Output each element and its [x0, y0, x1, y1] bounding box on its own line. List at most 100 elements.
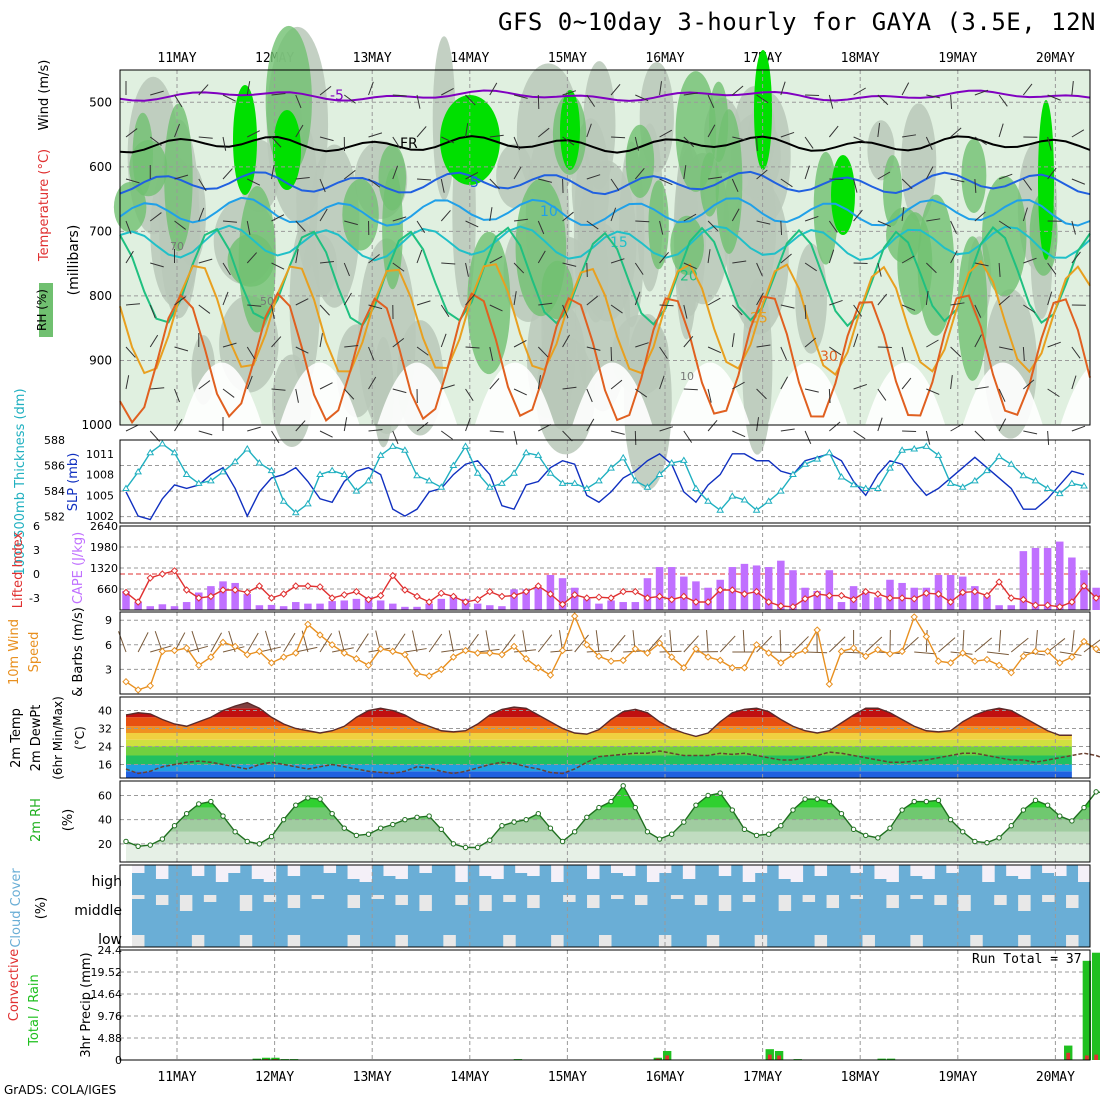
lifted-index-point: [389, 571, 397, 580]
cape-bar: [631, 602, 640, 610]
wind-speed-point: [231, 642, 239, 651]
precip-panel: [119, 949, 1091, 1061]
lifted-index-point: [413, 592, 421, 601]
rh-2m-line-point: [584, 814, 590, 820]
wind-barb: [222, 291, 229, 306]
wind-speed-point: [1007, 668, 1015, 677]
wind-barb: [780, 304, 795, 309]
thickness-point: [764, 497, 773, 504]
cape-bar: [364, 597, 373, 610]
lifted-index-point: [765, 598, 773, 606]
rh-2m-line-point: [1057, 813, 1063, 819]
precip-convective-bar: [1094, 1054, 1099, 1060]
cape-bar: [946, 575, 955, 610]
wind-barb: [877, 220, 891, 227]
cape-bar: [219, 581, 227, 610]
wind-barb: [441, 384, 455, 390]
wind-barb: [416, 249, 423, 264]
wind-barb: [707, 220, 719, 232]
rh-2m-line-point: [390, 821, 396, 828]
wind-barb: [1047, 136, 1052, 151]
lifted-index-point: [376, 591, 385, 600]
rh-cell: [289, 222, 320, 386]
lifted-index-point: [1007, 594, 1015, 602]
wind-barb: [853, 333, 859, 348]
wind-speed-point: [243, 650, 251, 659]
thickness-point: [376, 451, 385, 458]
wind-barb: [125, 424, 139, 432]
wind-speed-point: [570, 612, 579, 620]
wind-barb: [877, 388, 887, 401]
cape-bar: [267, 604, 276, 610]
wind-barb: [732, 430, 746, 438]
rh-2m-line-point: [863, 832, 869, 839]
rh-2m-line-point: [305, 795, 311, 801]
wind-barb: [610, 258, 625, 264]
thickness-point: [886, 464, 894, 471]
rh-2m-line-point: [911, 798, 917, 805]
rh-cell: [795, 243, 828, 354]
wind-barb: [683, 304, 688, 319]
wind-10m-barb: [485, 630, 491, 653]
wind-10m-barb: [332, 647, 354, 653]
wind-10m-barb: [259, 646, 281, 653]
cape-bar: [995, 605, 1003, 610]
pressure-tick-label: 700: [89, 224, 112, 238]
cloud-middle-gap: [455, 895, 468, 905]
lifted-index-point: [874, 590, 882, 598]
lifted-index-point: [207, 592, 215, 601]
wind-barb: [416, 421, 429, 432]
wind-barb: [925, 291, 929, 306]
rh-2m-line-point: [693, 802, 699, 808]
rh-2m-line-point: [438, 826, 444, 833]
cloud-high-gap: [263, 865, 277, 882]
cape-bar: [740, 563, 749, 610]
thickness-point: [1031, 476, 1040, 484]
lifted-index-point: [182, 586, 191, 594]
top-day-label: 20MAY: [1036, 51, 1075, 66]
wind-speed-point: [631, 645, 640, 653]
cloud-high-gap: [922, 865, 935, 879]
cloud-high-gap: [778, 865, 792, 879]
wind-10m-barb: [828, 636, 846, 653]
rh-cell-saturated: [831, 155, 855, 235]
cape-bar: [558, 578, 567, 610]
cloud-middle-gap: [203, 895, 217, 902]
cloud-high-gap: [551, 865, 564, 882]
cape-bar: [376, 600, 385, 610]
thickness-point: [340, 470, 349, 477]
cape-bar: [570, 587, 579, 610]
cape-bar: [1031, 547, 1040, 610]
cloud-high-gap: [754, 865, 768, 873]
wind-barb: [343, 262, 350, 277]
rh-2m-line-point: [135, 843, 141, 849]
thickness-point: [437, 483, 446, 490]
thickness-point: [704, 497, 712, 504]
wind-barb: [368, 346, 375, 361]
cloud-high-gap: [491, 865, 504, 879]
rh-cell-saturated: [754, 50, 772, 170]
wind-barb: [513, 262, 525, 274]
wind-10m-barb: [392, 633, 406, 653]
wind-10m-barb: [283, 632, 296, 653]
wind-barb: [392, 136, 401, 150]
precip-total-bar: [261, 1057, 271, 1060]
wind-10m-barb: [428, 633, 443, 653]
wind-barb: [295, 346, 309, 354]
wind-10m-barb: [186, 645, 209, 653]
wind-barb: [368, 376, 377, 390]
cloud-high-gap: [227, 865, 241, 873]
thickness-point: [498, 479, 506, 486]
wind-barb: [271, 214, 285, 222]
wind-barb: [368, 429, 383, 432]
rh-2m-line-point: [923, 798, 930, 805]
cape-bar: [1068, 557, 1076, 610]
cape-bar: [340, 600, 349, 610]
wind-10m-barb: [448, 630, 454, 653]
rh-2m-line-point: [632, 804, 639, 811]
wind-barb: [150, 90, 164, 96]
rh-2m-axis-label: 2m RH: [29, 798, 44, 842]
wind-speed-point: [728, 664, 737, 672]
lifted-index-point: [619, 587, 627, 596]
wind-speed-point: [680, 664, 688, 672]
